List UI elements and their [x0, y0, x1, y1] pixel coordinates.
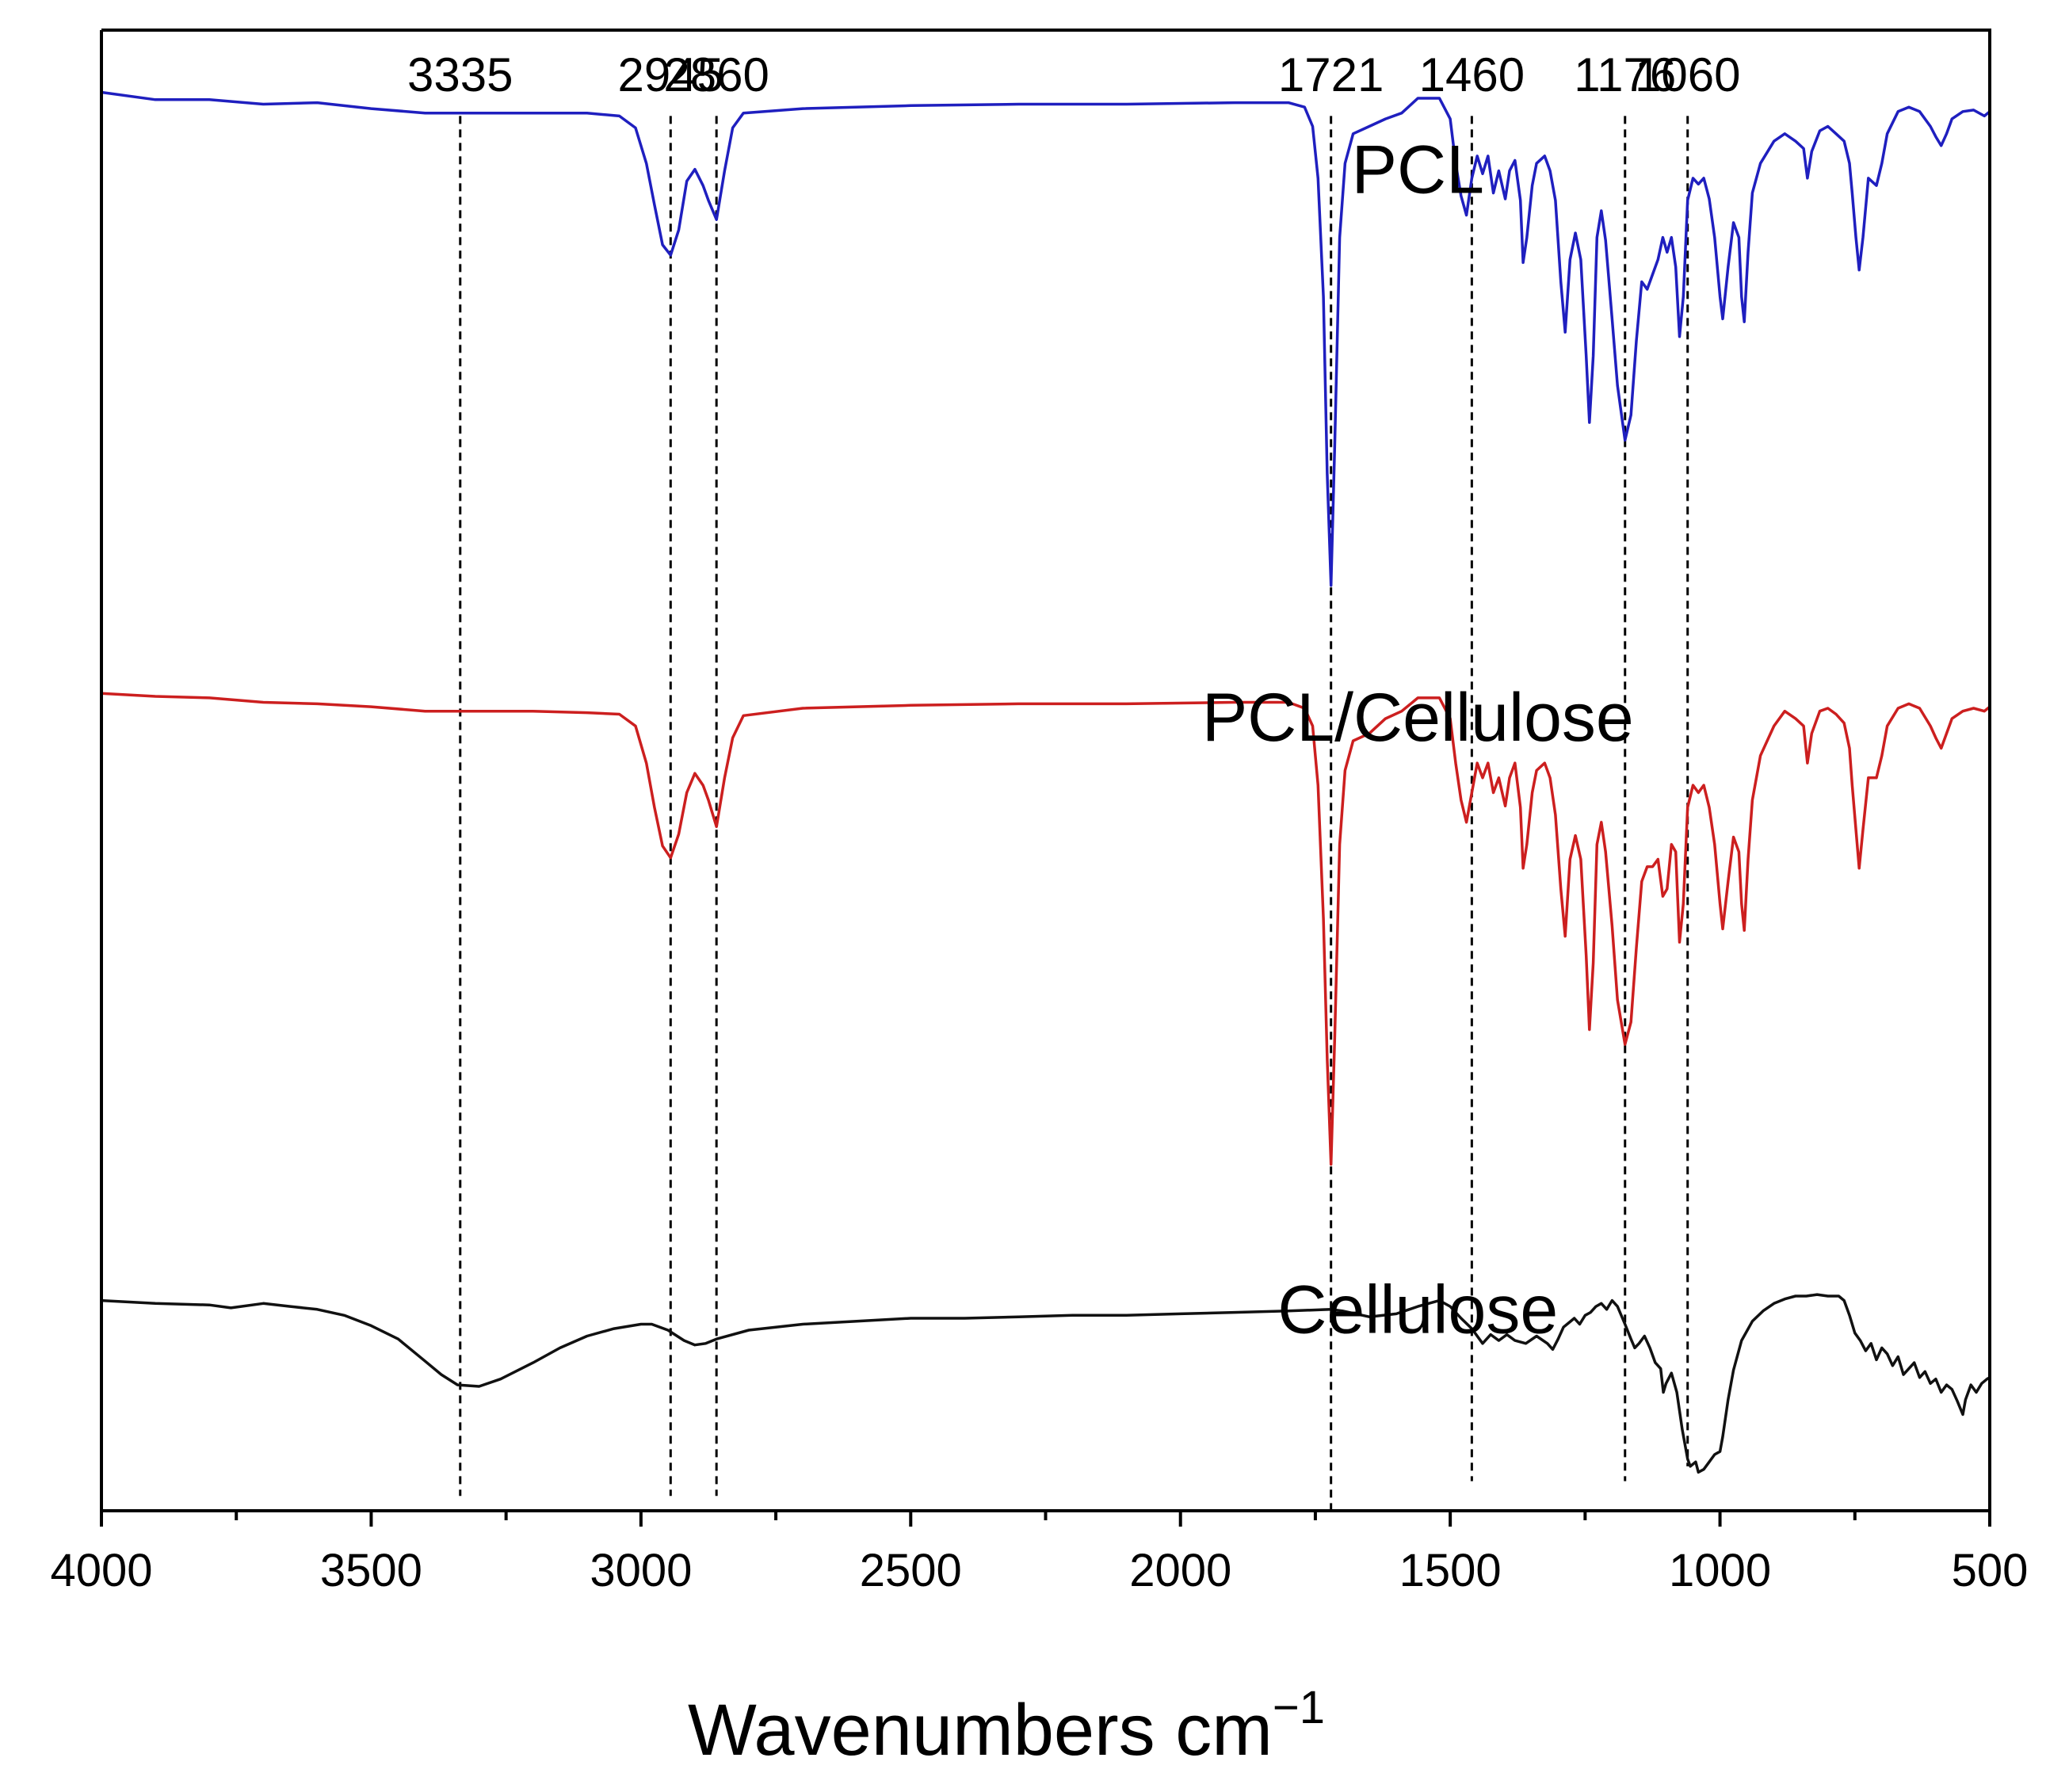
- x-tick-label: 1000: [1669, 1545, 1771, 1596]
- x-tick-label: 3500: [320, 1545, 422, 1596]
- peak-marker-lines: [459, 116, 1689, 1511]
- series-label: Cellulose: [1277, 1272, 1558, 1348]
- axes: [100, 29, 1991, 1512]
- series-label: PCL/Cellulose: [1202, 680, 1634, 756]
- x-tick-label: 2000: [1129, 1545, 1231, 1596]
- series-labels: PCL PCL/Cellulose Cellulose: [1202, 132, 1634, 1348]
- peak-label: 1176: [1574, 48, 1676, 101]
- x-tick-label: 2500: [860, 1545, 962, 1596]
- series-label: PCL: [1352, 132, 1484, 208]
- peak-label: 3335: [407, 48, 513, 101]
- x-tick-label: 500: [1952, 1545, 2029, 1596]
- peak-label: 1460: [1419, 48, 1525, 101]
- series-line: [100, 90, 1991, 587]
- peak-label: 2860: [663, 48, 769, 101]
- series-line: [100, 692, 1991, 1166]
- x-axis-title: Wavenumbers cm−1: [688, 1682, 1325, 1771]
- peak-label: 1721: [1278, 48, 1384, 101]
- peak-label: 1060: [1635, 48, 1740, 101]
- plot-frame: [100, 29, 1991, 1512]
- x-axis-title-text: Wavenumbers cm: [688, 1690, 1273, 1771]
- x-axis-ticks: 4000 3500 3000 2500 2000 1500 1000 500: [50, 1511, 2028, 1596]
- x-tick-label: 1500: [1399, 1545, 1502, 1596]
- series-line: [100, 1293, 1991, 1474]
- peak-label: 2945: [618, 48, 723, 101]
- x-axis-title-superscript: −1: [1273, 1682, 1325, 1733]
- x-tick-label: 4000: [50, 1545, 152, 1596]
- x-tick-label: 3000: [590, 1545, 692, 1596]
- spectra-series: [100, 90, 1991, 1474]
